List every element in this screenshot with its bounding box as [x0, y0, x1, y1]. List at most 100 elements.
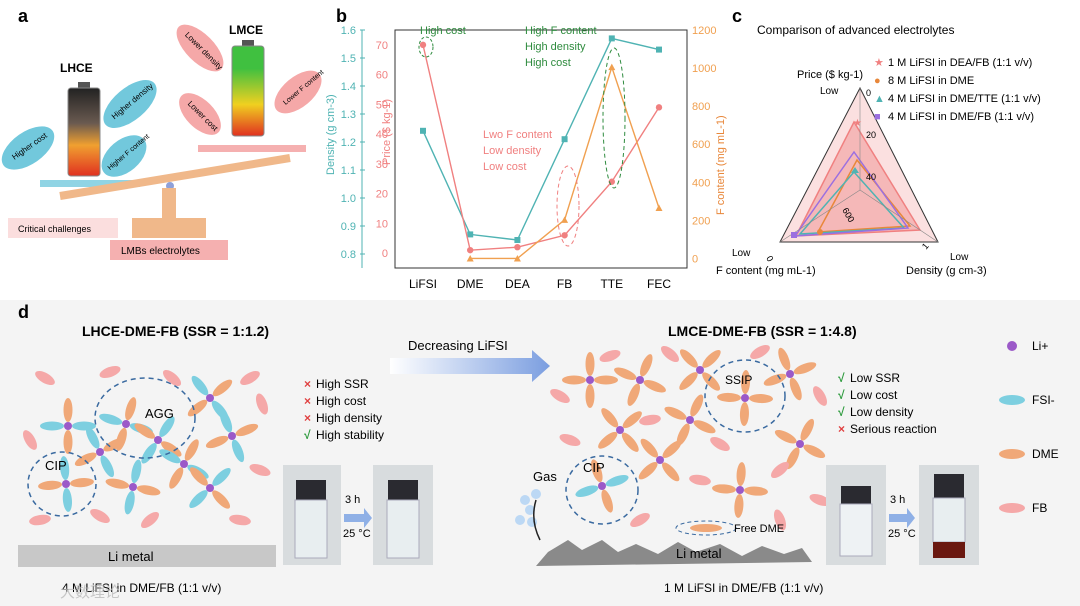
cip-label-left: CIP [45, 458, 67, 473]
property-mark: √ [838, 388, 845, 402]
radar-low-right: Low [950, 252, 969, 263]
right-temp: 25 °C [888, 528, 916, 540]
y-tick-price: 40 [376, 129, 388, 141]
legend-label: FSI- [1032, 393, 1055, 407]
y-tick-price: 10 [376, 218, 388, 230]
legend-label: 4 M LiFSI in DME/TTE (1:1 v/v) [888, 93, 1041, 105]
left-time: 3 h [345, 494, 360, 506]
x-tick-label: DEA [505, 277, 530, 291]
legend-marker: ▲ [874, 93, 885, 105]
radar-axis-density: Density (g cm-3) [906, 265, 987, 277]
x-tick-label: DME [457, 277, 484, 291]
arrow-label: Decreasing LiFSI [408, 338, 508, 353]
li-metal-right-label: Li metal [676, 546, 722, 561]
gas-label: Gas [533, 469, 557, 484]
y-tick-price: 60 [376, 70, 388, 82]
y-tick-density: 1.5 [341, 53, 356, 65]
radar-series-dme-fb [793, 150, 910, 237]
radar-low-left: Low [732, 248, 751, 259]
balance-beam [59, 154, 291, 200]
lower-density-bubble [176, 24, 224, 72]
solvation-left [23, 365, 271, 529]
left-title: LHCE-DME-FB (SSR = 1:1.2) [82, 323, 269, 339]
lhce-label: LHCE [60, 61, 93, 75]
radar-axis-price: Price ($ kg-1) [797, 69, 863, 81]
right-time: 3 h [890, 494, 905, 506]
ann-tte-circle [602, 47, 626, 189]
legend-label: FB [1032, 501, 1047, 515]
chart-b: LiFSI DME DEA FB TTE FEC 0.8 0.9 1.0 1.1 1.2 1.3 1.4… [341, 25, 717, 291]
radar-series-dea-fb [794, 120, 922, 237]
property-text: High SSR [316, 377, 369, 391]
property-text: Low density [850, 405, 913, 419]
radar-tick-price-0: 0 [866, 88, 871, 98]
lmce-label: LMCE [229, 23, 263, 37]
watermark: 大数理论 [60, 584, 120, 601]
legend-marker: ■ [874, 111, 881, 123]
left-pan [40, 180, 140, 187]
legend-marker: ★ [874, 57, 884, 69]
y-tick-f: 600 [692, 139, 710, 151]
lmb-label: LMBs electrolytes [121, 246, 200, 257]
legend-label: Li+ [1032, 339, 1048, 353]
property-text: High stability [316, 428, 384, 442]
right-caption: 1 M LiFSI in DME/FB (1:1 v/v) [664, 581, 823, 595]
radar-chart: ★ [779, 86, 939, 243]
legend-label: 1 M LiFSI in DEA/FB (1:1 v/v) [888, 57, 1032, 69]
decreasing-arrow [390, 350, 550, 382]
panel-c-letter: c [732, 6, 742, 26]
property-mark: × [304, 377, 311, 391]
data-point-density [420, 127, 426, 134]
higher-cost-bubble [1, 126, 55, 170]
radar-legend: ★ 1 M LiFSI in DEA/FB (1:1 v/v) ● 8 M LiFSI… [874, 57, 1041, 123]
radar-tick-price-40: 40 [866, 172, 876, 182]
legend-label: 4 M LiFSI in DME/FB (1:1 v/v) [888, 111, 1034, 123]
y-tick-density: 1.3 [341, 109, 356, 121]
y-tick-price: 50 [376, 99, 388, 111]
chart-b-frame [394, 29, 688, 269]
ann-high-cost: High cost [420, 25, 466, 37]
solvation-right [550, 345, 831, 532]
property-mark: × [304, 394, 311, 408]
x-tick-label: FEC [647, 277, 671, 291]
vial-photos-left [283, 465, 433, 565]
radar-series-dme-tte [798, 170, 906, 235]
legend-molecule-icon [999, 449, 1025, 459]
data-point-price [467, 246, 474, 254]
ylabel-density: Density (g cm-3) [325, 94, 337, 175]
lmb-box [110, 240, 228, 260]
ann-high-cost-circle [418, 36, 434, 58]
balance-pillar [162, 188, 176, 220]
free-dme-label: Free DME [734, 523, 784, 535]
critical-box [8, 218, 118, 238]
free-dme-circle [675, 520, 737, 536]
data-point-density [561, 136, 568, 143]
x-tick-label: LiFSI [409, 277, 437, 291]
data-point-price [655, 104, 663, 111]
data-point-f-content [561, 216, 569, 223]
radar-tick-f-0: 0 [764, 254, 775, 263]
agg-cluster [94, 377, 196, 459]
property-mark: √ [838, 371, 845, 385]
cip-cluster-right [565, 455, 639, 525]
panel-d-letter: d [18, 302, 29, 322]
property-text: Serious reaction [850, 422, 937, 436]
legend-marker: ● [874, 75, 881, 87]
data-point-f-content [513, 254, 521, 262]
panel-c-title: Comparison of advanced electrolytes [757, 23, 954, 37]
y-tick-f: 400 [692, 177, 710, 189]
left-properties: × High SSR × High cost × High density √ High st… [304, 377, 384, 442]
data-point-price [561, 232, 568, 239]
ssip-label: SSIP [725, 373, 752, 387]
y-tick-f: 1200 [692, 25, 716, 37]
right-title: LMCE-DME-FB (SSR = 1:4.8) [668, 323, 857, 339]
property-mark: × [838, 422, 845, 436]
lower-f-bubble [274, 70, 322, 114]
radar-tick-density-1: 1 [920, 241, 931, 251]
series-line-price [422, 44, 660, 251]
property-mark: × [304, 411, 311, 425]
left-caption: 4 M LiFSI in DME/FB (1:1 v/v) [62, 581, 221, 595]
right-properties: √ Low SSR √ Low cost √ Low density × Serious re… [838, 371, 937, 436]
data-point-density [467, 231, 474, 238]
